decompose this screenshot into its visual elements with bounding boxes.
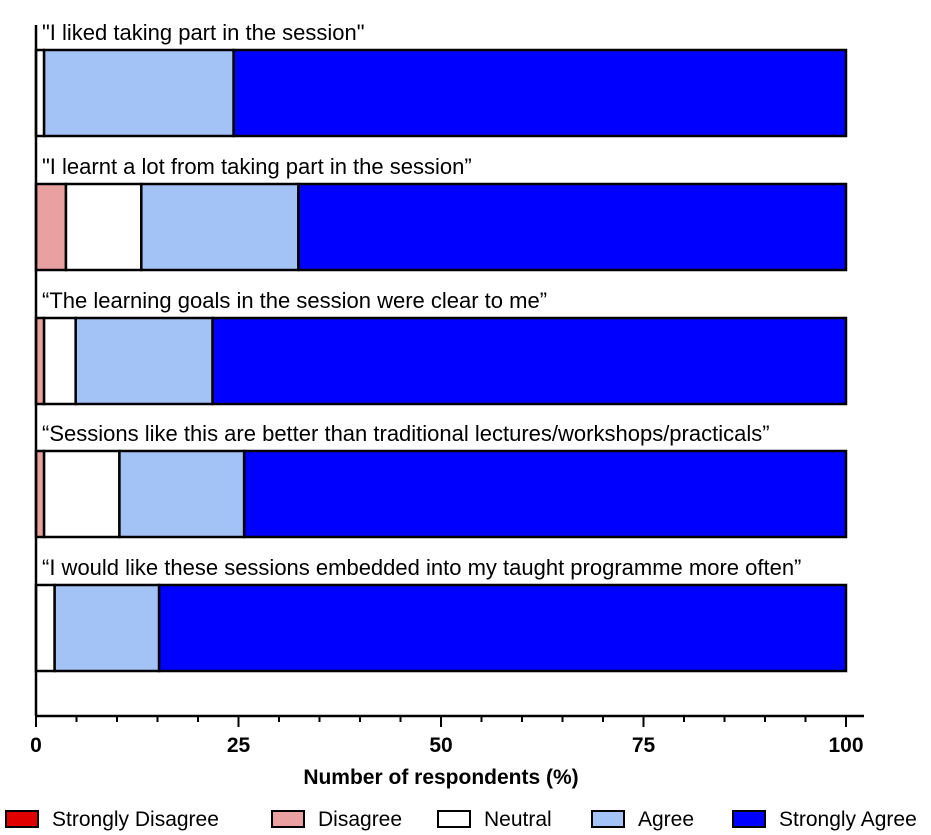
bar-segment-strongly-agree (242, 449, 848, 539)
x-tick-label: 50 (429, 734, 452, 757)
bar-segment-strongly-agree (157, 583, 848, 673)
x-tick-label: 100 (828, 734, 863, 757)
statement-labels: "I liked taking part in the session" "I l… (42, 20, 801, 580)
statement-label: “I would like these sessions embedded in… (42, 555, 801, 580)
x-axis-title: Number of respondents (%) (303, 766, 578, 789)
bar-segment-neutral (42, 449, 121, 539)
statement-label: “Sessions like this are better than trad… (42, 421, 770, 446)
statement-label: “The learning goals in the session were … (42, 288, 547, 313)
statement-label: "I liked taking part in the session" (42, 20, 365, 45)
x-tick-label: 75 (632, 734, 656, 757)
bar-segment-neutral (42, 316, 77, 406)
legend-swatch (271, 810, 305, 828)
legend-label: Strongly Disagree (52, 808, 219, 831)
bar-segment-agree (74, 316, 214, 406)
legend-swatch (437, 810, 471, 828)
bar-segment-neutral (64, 182, 143, 272)
legend-label: Strongly Agree (779, 808, 917, 831)
legend-label: Agree (638, 808, 694, 831)
legend-swatch (732, 810, 766, 828)
x-axis: 0 25 50 75 100 (30, 25, 864, 757)
legend-label: Disagree (318, 808, 402, 831)
bars (34, 48, 848, 673)
bar-segment-strongly-agree (232, 48, 848, 138)
legend: Strongly Disagree Disagree Neutral Agree Str… (5, 808, 917, 831)
statement-label: "I learnt a lot from taking part in the … (42, 154, 472, 179)
bar-segment-agree (140, 182, 300, 272)
legend-swatch (591, 810, 625, 828)
bar-segment-agree (42, 48, 235, 138)
bar-segment-agree (53, 583, 161, 673)
legend-label: Neutral (484, 808, 552, 831)
legend-swatch (5, 810, 39, 828)
x-tick-label: 25 (227, 734, 251, 757)
x-tick-label: 0 (30, 734, 42, 757)
bar-segment-neutral (34, 583, 56, 673)
bar-segment-disagree (34, 182, 68, 272)
bar-segment-strongly-agree (297, 182, 848, 272)
bar-segment-agree (118, 449, 246, 539)
bar-segment-strongly-agree (211, 316, 848, 406)
